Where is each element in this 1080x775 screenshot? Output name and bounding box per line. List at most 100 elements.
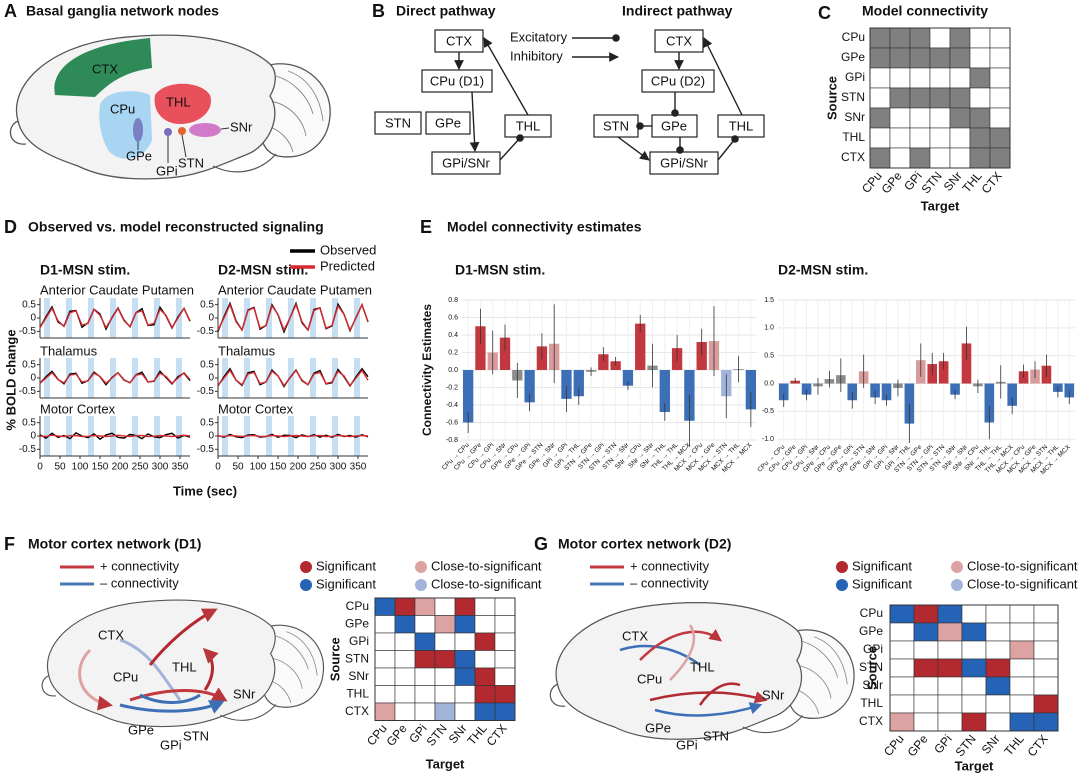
y-tick-label: -0.5 bbox=[197, 326, 215, 337]
matrix-cell bbox=[913, 640, 939, 660]
matrix-cell bbox=[474, 597, 496, 616]
gpe-region bbox=[133, 118, 143, 142]
region-label: THL bbox=[172, 659, 197, 674]
signal-line bbox=[39, 306, 191, 330]
y-tick-label: 0.6 bbox=[448, 314, 458, 321]
bar bbox=[659, 370, 670, 412]
bar bbox=[881, 383, 892, 401]
region-label: THL bbox=[690, 659, 715, 674]
stim-block bbox=[244, 298, 250, 338]
matrix-cell bbox=[434, 615, 456, 634]
region-label: GPe bbox=[645, 720, 671, 735]
row-label: CTX bbox=[345, 704, 369, 718]
bar bbox=[561, 370, 572, 399]
matrix-cell bbox=[909, 27, 931, 49]
node-label: CPu (D2) bbox=[651, 73, 705, 88]
legend-label: + connectivity bbox=[100, 558, 180, 573]
matrix-cell bbox=[889, 604, 915, 624]
direct-diagram bbox=[374, 29, 552, 175]
matrix-cell bbox=[869, 127, 891, 149]
matrix-cell bbox=[1009, 640, 1035, 660]
bar bbox=[1007, 383, 1017, 406]
matrix-cell bbox=[434, 702, 456, 721]
matrix-cell bbox=[937, 676, 963, 696]
x-tick-label: 350 bbox=[350, 462, 367, 473]
stim-block bbox=[288, 358, 294, 398]
matrix-cell bbox=[494, 685, 516, 704]
panel-title: Model connectivity bbox=[862, 3, 988, 19]
col-label: SNr bbox=[446, 721, 470, 746]
panel-letter: B bbox=[372, 1, 385, 21]
bar bbox=[950, 383, 960, 395]
y-axis-label: Source bbox=[864, 646, 879, 690]
matrix-cell bbox=[414, 650, 436, 669]
region-title: Motor Cortex bbox=[40, 401, 116, 416]
matrix-cell bbox=[434, 632, 456, 651]
matrix-cell bbox=[889, 694, 915, 714]
matrix-cell bbox=[989, 127, 1011, 149]
matrix-cell bbox=[414, 685, 436, 704]
matrix-cell bbox=[985, 712, 1011, 732]
region-label: THL bbox=[166, 94, 191, 109]
region-title: Thalamus bbox=[40, 343, 98, 358]
matrix-cell bbox=[394, 597, 416, 616]
matrix-cell bbox=[949, 147, 971, 169]
panel-title: Model connectivity estimates bbox=[447, 219, 642, 235]
matrix-cell bbox=[909, 127, 931, 149]
matrix-cell bbox=[909, 147, 931, 169]
matrix-cell bbox=[949, 127, 971, 149]
x-tick-label: 100 bbox=[250, 462, 267, 473]
column-title: D1-MSN stim. bbox=[40, 262, 130, 278]
y-tick-label: 0.0 bbox=[448, 367, 458, 374]
y-tick-label: 0.8 bbox=[448, 297, 458, 304]
matrix-cell bbox=[474, 667, 496, 686]
region-label: STN bbox=[703, 728, 729, 743]
matrix-cell bbox=[989, 107, 1011, 129]
matrix-cell bbox=[434, 650, 456, 669]
matrix-cell bbox=[961, 640, 987, 660]
node-label: GPe bbox=[435, 115, 461, 130]
y-tick-label: 1.5 bbox=[764, 297, 774, 304]
matrix-cell bbox=[869, 87, 891, 109]
matrix-cell bbox=[374, 702, 396, 721]
y-tick-label: 0.5 bbox=[22, 359, 36, 370]
chart-title: D2-MSN stim. bbox=[778, 262, 868, 278]
matrix-cell bbox=[434, 685, 456, 704]
y-tick-label: 0 bbox=[30, 373, 36, 384]
matrix-cell bbox=[1009, 622, 1035, 642]
x-axis-label: Time (sec) bbox=[173, 483, 237, 498]
region-label: SNr bbox=[233, 686, 256, 701]
matrix-cell bbox=[949, 107, 971, 129]
network-arrows bbox=[78, 608, 228, 714]
stim-block bbox=[310, 298, 316, 338]
matrix-cell bbox=[909, 107, 931, 129]
node-label: THL bbox=[729, 118, 754, 133]
matrix-cell bbox=[985, 694, 1011, 714]
matrix-cell bbox=[937, 694, 963, 714]
matrix-cell bbox=[929, 127, 951, 149]
stim-block bbox=[222, 298, 228, 338]
node-label: STN bbox=[385, 115, 411, 130]
row-label: GPe bbox=[841, 50, 865, 64]
signal-line bbox=[39, 434, 191, 438]
matrix-cell bbox=[454, 615, 476, 634]
matrix-cell bbox=[961, 622, 987, 642]
matrix-cell bbox=[969, 27, 991, 49]
y-axis-label: % BOLD change bbox=[3, 329, 18, 430]
y-tick-label: 0.5 bbox=[764, 353, 774, 360]
stim-block bbox=[288, 298, 294, 338]
legend-swatch bbox=[300, 579, 312, 591]
matrix-cell bbox=[474, 632, 496, 651]
bar bbox=[904, 383, 915, 424]
row-label: CPu bbox=[346, 599, 369, 613]
matrix-cell bbox=[929, 107, 951, 129]
matrix-cell bbox=[1009, 676, 1035, 696]
col-label: CTX bbox=[484, 721, 510, 748]
signal-line bbox=[39, 371, 191, 385]
matrix-cell bbox=[985, 658, 1011, 678]
panel-letter: G bbox=[534, 534, 548, 554]
region-title: Motor Cortex bbox=[218, 401, 294, 416]
matrix-cell bbox=[889, 127, 911, 149]
y-axis-label: Source bbox=[824, 76, 839, 120]
x-tick-label: 50 bbox=[54, 462, 66, 473]
